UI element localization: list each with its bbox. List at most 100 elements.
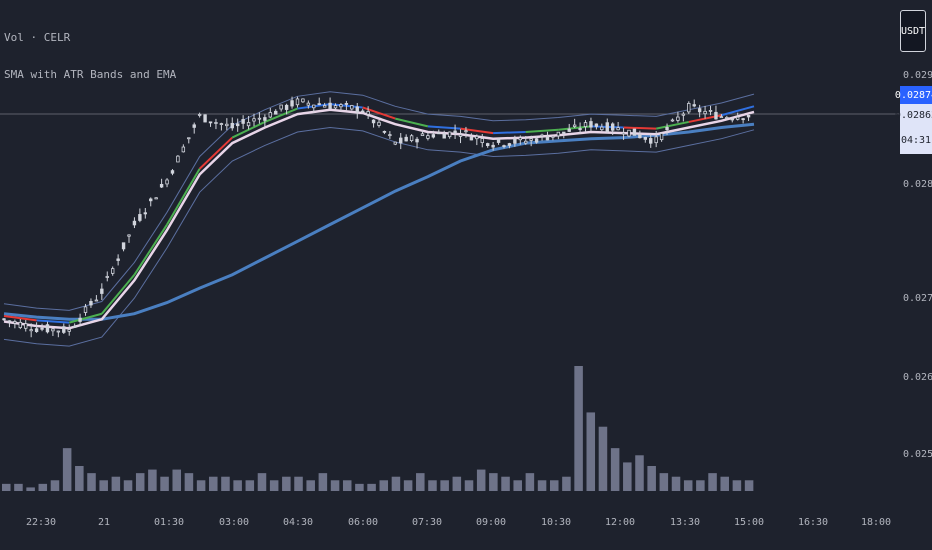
candle-body [670, 119, 675, 122]
y-tick-label: 0.02640 [903, 372, 932, 383]
volume-bar [257, 473, 267, 491]
candle-body [643, 137, 648, 140]
candle-body [317, 103, 321, 106]
candle-body [290, 100, 294, 107]
candle-body [355, 106, 359, 113]
price-tag-price: 0.02863 [894, 109, 932, 121]
candle-body [295, 98, 300, 106]
candle-body [545, 136, 550, 141]
trend-segment [3, 314, 37, 322]
candle-body [572, 124, 577, 127]
volume-legend[interactable]: Vol · CELR [4, 31, 71, 44]
x-tick-label: 12:00 [605, 517, 635, 528]
volume-bar [282, 476, 291, 491]
candle-body [235, 123, 240, 127]
candle-body [208, 121, 213, 124]
candle-body [371, 119, 376, 124]
volume-bar [647, 466, 656, 491]
candle-body [360, 110, 365, 113]
candle-body [638, 134, 642, 139]
candle-body [24, 323, 28, 329]
candle-body [274, 110, 278, 115]
candle-body [339, 104, 343, 108]
candle-body [735, 116, 740, 120]
candle-body [51, 328, 55, 332]
volume-bar [440, 480, 449, 491]
volume-bar [635, 455, 644, 491]
volume-bar [452, 476, 462, 491]
candle-body [513, 138, 517, 144]
volume-bar [342, 480, 352, 491]
candle-body [687, 103, 691, 113]
price-tag-top: 0.02874 [895, 86, 932, 104]
candle-body [697, 108, 702, 113]
volume-bar [610, 448, 620, 491]
candle-body [13, 321, 17, 324]
candle-body [192, 124, 196, 128]
volume-bar [38, 483, 48, 491]
candle-body [741, 118, 745, 121]
candle-body [469, 136, 474, 141]
volume-bar [562, 476, 571, 491]
candle-body [746, 114, 751, 118]
candle-body [627, 129, 631, 137]
y-tick-label: 0.02800 [903, 179, 932, 190]
candle-body [154, 197, 158, 200]
volume-bar [513, 480, 522, 491]
volume-bar [464, 480, 474, 491]
trend-segment [101, 274, 136, 315]
trend-segment [493, 130, 526, 135]
y-tick-label: 0.02580 [903, 449, 932, 460]
candle-body [681, 113, 686, 116]
candle-body [502, 145, 506, 147]
volume-bar [2, 483, 11, 491]
candle-body [714, 111, 718, 120]
x-tick-label: 13:30 [670, 517, 700, 528]
x-tick-label: 18:00 [861, 517, 891, 528]
candle-body [138, 214, 142, 221]
candle-body [447, 131, 452, 138]
trend-segment [264, 107, 298, 123]
candle-body [214, 122, 218, 124]
volume-bar [489, 473, 498, 491]
candle-body [170, 170, 175, 174]
candle-body [187, 137, 191, 140]
candle-body [551, 135, 555, 138]
candle-body [692, 104, 696, 107]
volume-bar [744, 480, 754, 491]
candle-body [377, 121, 381, 126]
candle-body [18, 321, 23, 328]
volume-bar [355, 483, 364, 491]
candle-body [2, 318, 6, 321]
trend-segment [721, 105, 755, 117]
candle-body [404, 136, 408, 142]
candle-body [344, 103, 349, 105]
candle-body [263, 117, 267, 121]
candle-body [181, 146, 186, 153]
candle-body [491, 144, 495, 148]
volume-bar [294, 476, 303, 491]
volume-bar [245, 480, 255, 491]
currency-badge[interactable]: USDT [900, 10, 926, 52]
volume-bar [306, 480, 315, 491]
candle-body [676, 116, 680, 121]
x-tick-label: 21 [98, 517, 110, 528]
x-tick-label: 07:30 [412, 517, 442, 528]
volume-bar [671, 476, 681, 491]
volume-bar [416, 473, 425, 491]
indicator-legend[interactable]: SMA with ATR Bands and EMA [4, 68, 177, 81]
candle-body [149, 198, 153, 202]
candle-body [83, 306, 88, 313]
atr-band-lower [3, 126, 755, 347]
candle-body [143, 212, 148, 215]
volume-bar [160, 476, 169, 491]
price-tag-countdown: 04:31 [900, 134, 932, 146]
time-axis: 22:30 21 01:30 03:00 04:30 06:00 07:30 09:00 10:… [26, 517, 891, 528]
volume-bar [598, 426, 608, 491]
volume-bar [184, 473, 194, 491]
volume-bar [623, 462, 632, 491]
candle-body [110, 268, 115, 274]
candle-body [252, 118, 256, 122]
candle-body [350, 105, 354, 110]
